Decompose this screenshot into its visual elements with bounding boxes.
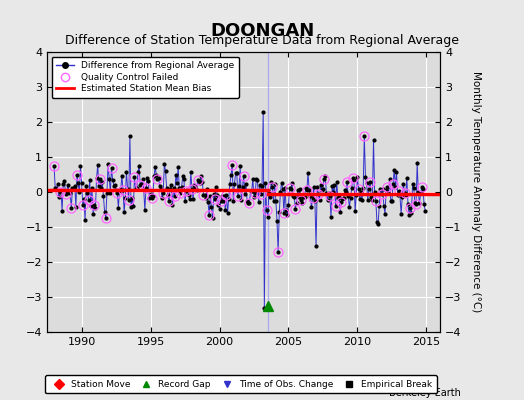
Legend: Station Move, Record Gap, Time of Obs. Change, Empirical Break: Station Move, Record Gap, Time of Obs. C… bbox=[46, 376, 436, 394]
Text: Difference of Station Temperature Data from Regional Average: Difference of Station Temperature Data f… bbox=[65, 34, 459, 47]
Text: DOONGAN: DOONGAN bbox=[210, 22, 314, 40]
Legend: Difference from Regional Average, Quality Control Failed, Estimated Station Mean: Difference from Regional Average, Qualit… bbox=[52, 56, 239, 98]
Y-axis label: Monthly Temperature Anomaly Difference (°C): Monthly Temperature Anomaly Difference (… bbox=[471, 71, 481, 313]
Text: Berkeley Earth: Berkeley Earth bbox=[389, 388, 461, 398]
